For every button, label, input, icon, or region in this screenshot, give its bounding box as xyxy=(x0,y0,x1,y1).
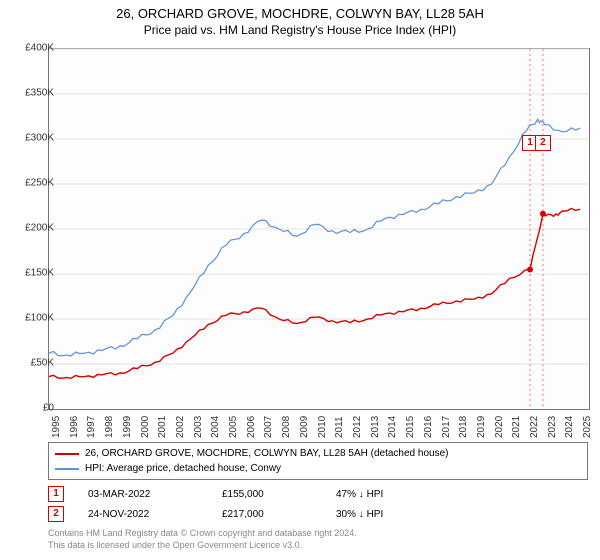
y-axis-label: £150K xyxy=(14,268,54,279)
x-axis-label: 2007 xyxy=(263,416,274,438)
x-axis-label: 2015 xyxy=(405,416,416,438)
legend-label: HPI: Average price, detached house, Conw… xyxy=(85,463,281,474)
x-axis-label: 2023 xyxy=(547,416,558,438)
x-axis-label: 2016 xyxy=(423,416,434,438)
y-axis-label: £250K xyxy=(14,178,54,189)
title-block: 26, ORCHARD GROVE, MOCHDRE, COLWYN BAY, … xyxy=(0,0,600,37)
x-axis-label: 1998 xyxy=(104,416,115,438)
legend-swatch xyxy=(55,453,79,455)
x-axis-label: 2017 xyxy=(441,416,452,438)
x-axis-label: 2022 xyxy=(529,416,540,438)
legend: 26, ORCHARD GROVE, MOCHDRE, COLWYN BAY, … xyxy=(48,442,588,480)
chart-container: 26, ORCHARD GROVE, MOCHDRE, COLWYN BAY, … xyxy=(0,0,600,560)
x-axis-label: 2014 xyxy=(387,416,398,438)
chart-title: 26, ORCHARD GROVE, MOCHDRE, COLWYN BAY, … xyxy=(0,6,600,21)
sale-row: 2 24-NOV-2022 £217,000 30% ↓ HPI xyxy=(48,504,588,524)
sale-price: £217,000 xyxy=(222,509,312,520)
legend-row: 26, ORCHARD GROVE, MOCHDRE, COLWYN BAY, … xyxy=(55,446,581,461)
x-axis-label: 2019 xyxy=(476,416,487,438)
x-axis-label: 1999 xyxy=(122,416,133,438)
x-axis-label: 2001 xyxy=(157,416,168,438)
hpi-line xyxy=(49,119,580,356)
x-axis-label: 2011 xyxy=(334,416,345,438)
x-axis-label: 2020 xyxy=(494,416,505,438)
sale-marker: 1 xyxy=(48,486,64,502)
x-axis-label: 2018 xyxy=(458,416,469,438)
footer: Contains HM Land Registry data © Crown c… xyxy=(48,528,357,551)
x-axis-label: 2012 xyxy=(352,416,363,438)
x-axis-label: 1996 xyxy=(69,416,80,438)
x-axis-label: 2005 xyxy=(228,416,239,438)
chart-svg xyxy=(49,49,589,409)
y-axis-label: £300K xyxy=(14,133,54,144)
sales-table: 1 03-MAR-2022 £155,000 47% ↓ HPI 2 24-NO… xyxy=(48,484,588,524)
x-axis-label: 2021 xyxy=(511,416,522,438)
x-axis-label: 2002 xyxy=(175,416,186,438)
y-axis-label: £400K xyxy=(14,43,54,54)
sale-delta: 47% ↓ HPI xyxy=(336,489,383,500)
legend-row: HPI: Average price, detached house, Conw… xyxy=(55,461,581,476)
property-line xyxy=(49,209,580,379)
sale-date: 03-MAR-2022 xyxy=(88,489,198,500)
legend-label: 26, ORCHARD GROVE, MOCHDRE, COLWYN BAY, … xyxy=(85,448,448,459)
x-axis-label: 2004 xyxy=(210,416,221,438)
x-axis-label: 2000 xyxy=(140,416,151,438)
sale-delta: 30% ↓ HPI xyxy=(336,509,383,520)
chart-subtitle: Price paid vs. HM Land Registry's House … xyxy=(0,23,600,37)
x-axis-label: 1995 xyxy=(51,416,62,438)
sale-date: 24-NOV-2022 xyxy=(88,509,198,520)
sale-row: 1 03-MAR-2022 £155,000 47% ↓ HPI xyxy=(48,484,588,504)
sale-marker: 2 xyxy=(48,506,64,522)
footer-line: This data is licensed under the Open Gov… xyxy=(48,540,357,552)
x-axis-label: 2013 xyxy=(370,416,381,438)
x-axis-label: 2008 xyxy=(281,416,292,438)
sale-price: £155,000 xyxy=(222,489,312,500)
chart-marker: 2 xyxy=(535,135,551,151)
y-axis-label: £50K xyxy=(14,358,54,369)
y-axis-label: £200K xyxy=(14,223,54,234)
legend-swatch xyxy=(55,468,79,470)
y-axis-label: £100K xyxy=(14,313,54,324)
plot-area: 12 xyxy=(48,48,590,410)
x-axis-label: 2009 xyxy=(299,416,310,438)
x-axis-label: 2025 xyxy=(582,416,593,438)
y-axis-label: £0 xyxy=(14,403,54,414)
y-axis-label: £350K xyxy=(14,88,54,99)
x-axis-label: 2024 xyxy=(564,416,575,438)
x-axis-label: 2010 xyxy=(317,416,328,438)
footer-line: Contains HM Land Registry data © Crown c… xyxy=(48,528,357,540)
x-axis-label: 1997 xyxy=(86,416,97,438)
x-axis-label: 2003 xyxy=(193,416,204,438)
x-axis-label: 2006 xyxy=(246,416,257,438)
